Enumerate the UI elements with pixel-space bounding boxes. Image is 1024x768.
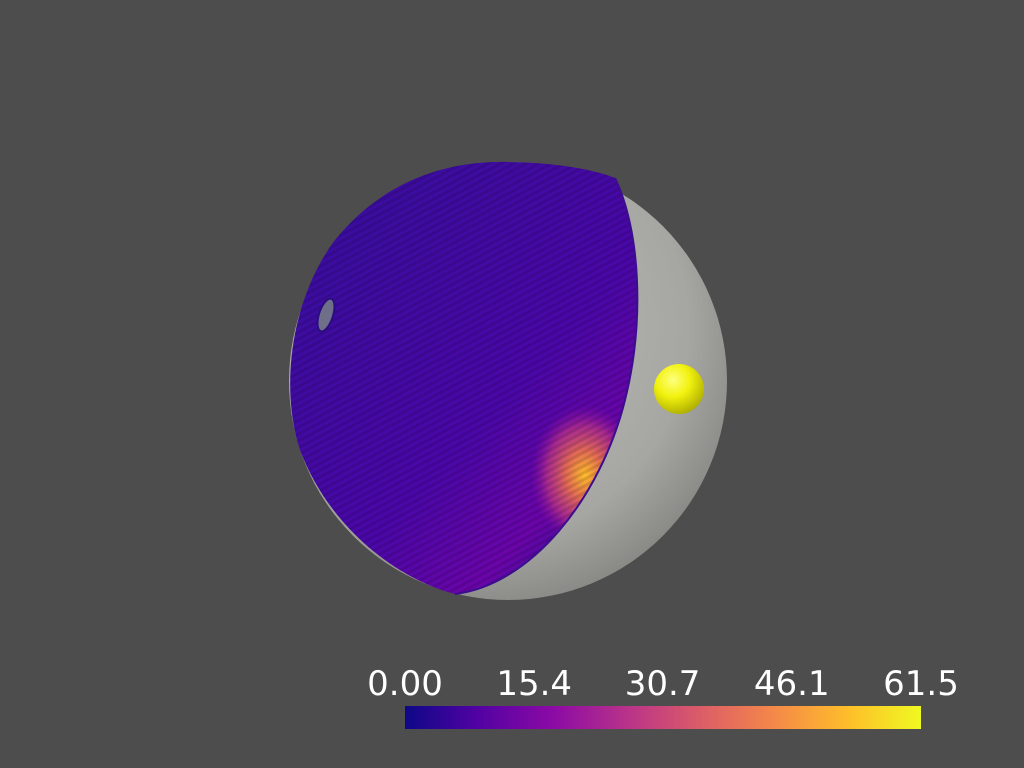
scalar-bar-tick-label: 46.1 [753, 664, 830, 704]
scalar-bar-tick-label: 15.4 [496, 664, 573, 704]
hemisphere-hole [316, 297, 336, 333]
scalar-bar-gradient [405, 706, 921, 729]
scalar-bar-tick-label: 30.7 [624, 664, 701, 704]
scalar-bar-tick-label: 61.5 [883, 664, 959, 704]
small-sphere [654, 364, 704, 414]
scalar-bar-tick-label: 0.00 [367, 664, 443, 704]
hemisphere-rim [454, 177, 639, 595]
scalar-bar: 0.00 15.4 30.7 46.1 61.5 [340, 660, 960, 740]
